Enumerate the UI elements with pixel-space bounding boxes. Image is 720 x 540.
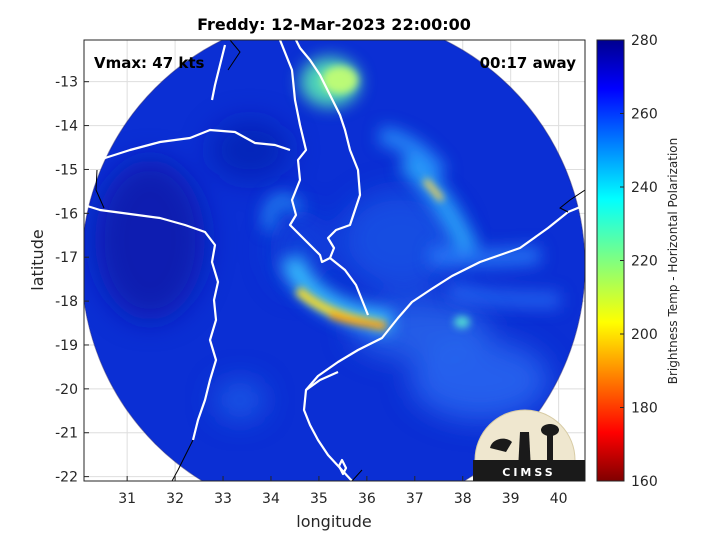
- y-axis-ticks: -13 -14 -15 -16 -17 -18 -19 -20 -21 -22: [55, 75, 89, 486]
- y-tick-label: -16: [55, 206, 78, 222]
- y-tick-label: -18: [55, 294, 78, 310]
- plot-frame: [83, 39, 586, 482]
- mozambique-coastline: [302, 203, 585, 481]
- border-tanzania: [84, 128, 291, 173]
- plot-area: 31 32 33 34 35 36 37 38 39 40 -13-14-15-16-17-18-…: [55, 39, 586, 507]
- x-tick-label: 33: [214, 491, 232, 507]
- colorbar: 280 260 240 220 200 180 160 Brightness Temp - …: [596, 33, 680, 490]
- logo-text: CIMSS: [502, 466, 555, 479]
- y-tick-label: -22: [55, 470, 78, 486]
- coastlines-outside: [95, 40, 585, 481]
- border-zimbabwe: [210, 44, 227, 101]
- colorbar-label: Brightness Temp - Horizontal Polarizatio…: [666, 138, 680, 385]
- x-tick-label: 35: [310, 491, 328, 507]
- y-tick-label: -13: [55, 75, 78, 91]
- border-south: [305, 370, 339, 391]
- x-tick-label: 38: [454, 491, 472, 507]
- colorbar-tick-label: 180: [631, 401, 658, 417]
- time-away-annotation: 00:17 away: [480, 54, 577, 72]
- cimss-logo: CIMSS: [473, 409, 585, 481]
- y-tick-label: -15: [55, 162, 78, 178]
- colorbar-tick-label: 220: [631, 254, 658, 270]
- x-tick-label: 31: [118, 491, 136, 507]
- y-tick-label: -21: [55, 426, 78, 442]
- y-tick-label: -17: [55, 250, 78, 266]
- x-axis-label: longitude: [296, 512, 371, 531]
- swath-bands: [263, 57, 561, 333]
- y-tick-label: -14: [55, 119, 78, 135]
- x-tick-label: 32: [166, 491, 184, 507]
- x-tick-label: 36: [358, 491, 376, 507]
- border-shire: [329, 257, 370, 316]
- x-tick-label: 40: [550, 491, 568, 507]
- x-tick-label: 34: [262, 491, 280, 507]
- x-tick-label: 37: [406, 491, 424, 507]
- x-axis-ticks: 31 32 33 34 35 36 37 38 39 40: [118, 476, 568, 507]
- colorbar-gradient: [596, 39, 625, 482]
- colorbar-tick-label: 160: [631, 474, 658, 490]
- lake-malawi-shore: [278, 40, 362, 264]
- vmax-annotation: Vmax: 47 kts: [94, 54, 204, 72]
- y-axis-label: latitude: [28, 229, 47, 290]
- y-tick-label: -19: [55, 338, 78, 354]
- colorbar-ticks: 280 260 240 220 200 180 160: [620, 33, 658, 490]
- island-a: [337, 458, 348, 476]
- x-tick-label: 39: [502, 491, 520, 507]
- y-tick-label: -20: [55, 382, 78, 398]
- colorbar-tick-label: 240: [631, 180, 658, 196]
- chart-title: Freddy: 12-Mar-2023 22:00:00: [197, 15, 471, 34]
- coastlines: [84, 40, 585, 481]
- swath-cold-cores: [294, 66, 470, 331]
- colorbar-tick-label: 280: [631, 33, 658, 49]
- border-zambia-malawi: [84, 203, 220, 441]
- colorbar-tick-label: 200: [631, 327, 658, 343]
- colorbar-tick-label: 260: [631, 107, 658, 123]
